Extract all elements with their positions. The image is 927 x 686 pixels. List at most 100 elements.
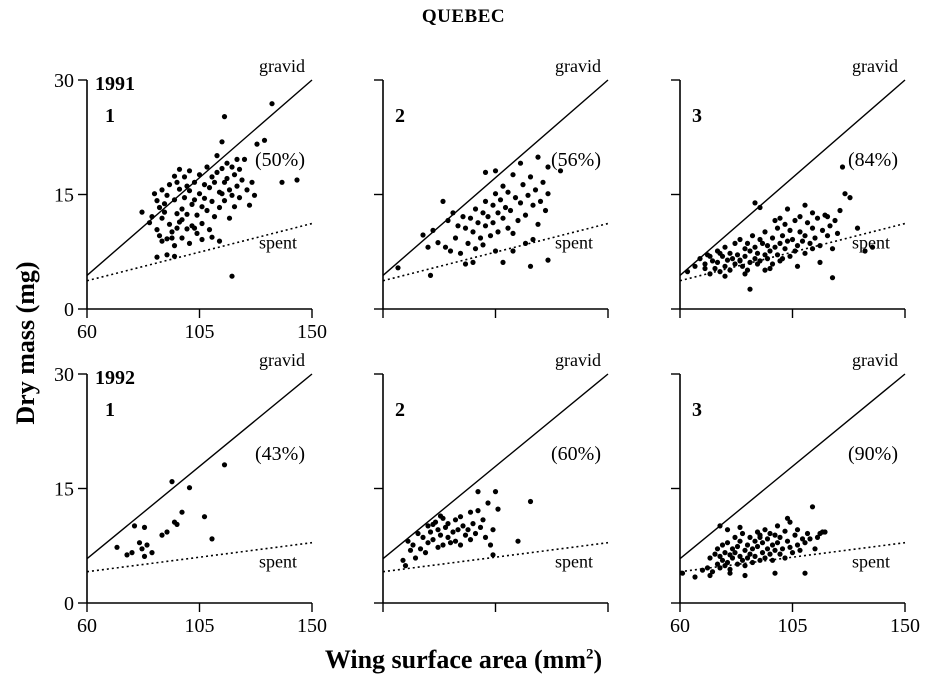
data-point [744,542,751,548]
data-point [186,485,193,491]
data-point [226,215,233,221]
data-point [462,532,469,538]
data-point [749,233,756,239]
data-point [794,263,801,269]
data-point [794,542,801,548]
data-point [482,534,489,541]
data-point [802,540,808,546]
data-point [707,271,713,277]
data-point [772,244,778,250]
data-point [732,534,738,541]
data-point [809,210,816,216]
data-point [704,565,711,571]
x-tick-label: 60 [670,615,690,637]
data-point [764,546,771,552]
data-point [792,248,798,254]
data-point [254,141,260,147]
data-point [440,542,446,548]
data-point [495,506,501,512]
data-point [737,257,743,263]
spent-label: spent [259,552,297,572]
data-point [702,261,708,267]
data-point [739,530,746,537]
data-point [402,563,409,569]
data-point [819,227,826,233]
gravid-label: gravid [852,350,898,370]
data-point [452,235,459,241]
data-point [717,250,723,256]
data-point [717,523,723,529]
data-point [131,523,138,529]
data-point [447,540,454,546]
data-point [490,202,496,208]
gravid-line [382,373,609,560]
data-point [747,286,753,292]
data-point [492,248,499,254]
data-point [797,214,803,220]
x-tick-label: 150 [297,321,327,343]
data-point [450,210,456,216]
data-point [189,201,195,207]
data-point [159,238,165,244]
data-point [517,200,524,206]
data-point [482,223,489,229]
data-point [420,232,426,238]
data-point [234,183,240,189]
data-point [512,195,519,201]
data-point [525,192,531,198]
data-point [807,536,813,542]
data-point [719,542,726,548]
data-point [759,240,766,246]
data-point [739,263,746,269]
data-point [465,527,471,533]
data-point [752,256,758,262]
data-point [164,252,170,258]
panel-number: 3 [692,399,702,421]
data-point [161,201,168,207]
spent-line [679,222,906,282]
data-point [214,169,220,175]
data-point [784,238,791,244]
data-point [480,517,486,523]
data-point [747,259,753,265]
data-point [500,259,506,265]
data-point [757,532,763,538]
data-point [430,227,436,233]
data-point [164,192,170,198]
data-point [174,521,180,528]
data-point [722,550,728,556]
data-point [854,225,861,231]
data-point [231,172,238,178]
data-point [149,214,155,220]
data-point [507,207,514,214]
data-point [707,253,713,259]
data-point [747,248,753,254]
x-tick-label: 105 [778,615,808,637]
data-point [487,542,494,548]
data-point [470,521,476,527]
panel-4: 0 15 30 60 105 150 gravid spent 1992 1 (43%) [54,350,327,637]
data-point [692,263,698,269]
data-point [166,221,173,227]
spent-label: spent [259,233,297,253]
data-point [154,227,160,233]
data-point [789,550,796,556]
data-point [176,166,183,172]
data-point [251,192,258,198]
data-point [485,500,491,506]
data-point [527,263,534,269]
data-point [480,210,486,216]
panel-number: 2 [395,399,405,421]
data-point [824,214,831,220]
data-point [764,243,771,249]
data-point [467,215,474,221]
data-point [784,515,791,521]
data-point [712,551,718,557]
data-point [737,524,743,531]
gravid-label: gravid [259,56,305,76]
data-point [164,529,170,535]
data-point [545,164,551,170]
x-tick-label: 150 [890,615,920,637]
data-point [181,195,188,201]
data-point [159,215,165,221]
